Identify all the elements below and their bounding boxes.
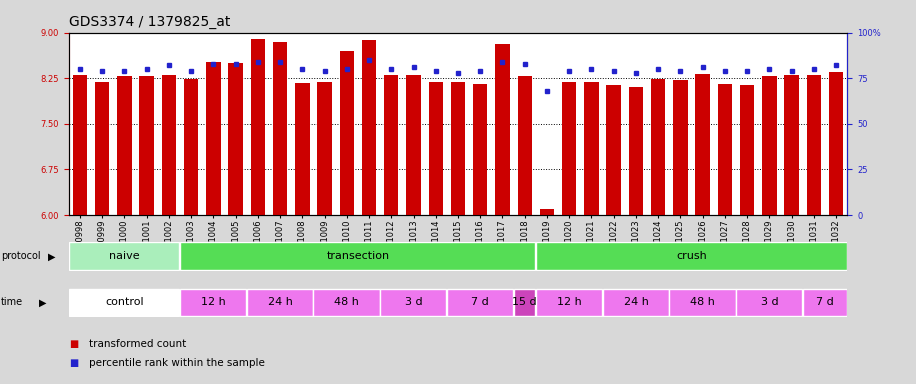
Text: protocol: protocol: [1, 251, 40, 262]
Bar: [139, 76, 154, 215]
Text: ▶: ▶: [48, 251, 55, 262]
Text: ■: ■: [69, 358, 78, 368]
Bar: [540, 209, 554, 215]
Bar: [69, 243, 180, 270]
Text: time: time: [1, 297, 23, 308]
Text: 12 h: 12 h: [201, 297, 225, 308]
Text: 3 d: 3 d: [760, 297, 779, 308]
Bar: [429, 83, 443, 215]
Bar: [514, 289, 536, 316]
Bar: [95, 82, 109, 215]
Bar: [295, 83, 310, 215]
Bar: [802, 289, 847, 316]
Text: 12 h: 12 h: [557, 297, 582, 308]
Bar: [784, 75, 799, 215]
Bar: [536, 289, 602, 316]
Bar: [518, 76, 532, 215]
Bar: [228, 63, 243, 215]
Text: percentile rank within the sample: percentile rank within the sample: [89, 358, 265, 368]
Bar: [251, 39, 265, 215]
Bar: [273, 42, 288, 215]
Text: 48 h: 48 h: [334, 297, 359, 308]
Bar: [117, 76, 132, 215]
Bar: [340, 51, 354, 215]
Bar: [447, 289, 513, 316]
Text: transection: transection: [326, 251, 389, 262]
Bar: [718, 84, 732, 215]
Bar: [384, 75, 398, 215]
Bar: [562, 82, 576, 215]
Text: 7 d: 7 d: [816, 297, 834, 308]
Bar: [317, 82, 332, 215]
Bar: [362, 40, 376, 215]
Bar: [407, 74, 420, 215]
Bar: [673, 80, 688, 215]
Bar: [313, 289, 380, 316]
Bar: [762, 76, 777, 215]
Text: crush: crush: [676, 251, 707, 262]
Bar: [180, 289, 246, 316]
Bar: [606, 85, 621, 215]
Bar: [246, 289, 313, 316]
Bar: [603, 289, 669, 316]
Bar: [72, 75, 87, 215]
Bar: [807, 74, 821, 215]
Text: ▶: ▶: [38, 297, 46, 308]
Bar: [184, 79, 198, 215]
Text: GDS3374 / 1379825_at: GDS3374 / 1379825_at: [69, 15, 230, 29]
Bar: [584, 83, 599, 215]
Bar: [695, 74, 710, 215]
Bar: [206, 62, 221, 215]
Bar: [473, 84, 487, 215]
Bar: [670, 289, 736, 316]
Text: transformed count: transformed count: [89, 339, 186, 349]
Bar: [536, 243, 847, 270]
Bar: [180, 243, 536, 270]
Bar: [496, 44, 509, 215]
Bar: [829, 72, 844, 215]
Text: 3 d: 3 d: [405, 297, 422, 308]
Text: control: control: [105, 297, 144, 308]
Text: 7 d: 7 d: [472, 297, 489, 308]
Bar: [651, 79, 665, 215]
Bar: [451, 82, 465, 215]
Bar: [628, 87, 643, 215]
Text: 48 h: 48 h: [691, 297, 715, 308]
Bar: [161, 74, 176, 215]
Text: naive: naive: [109, 251, 139, 262]
Text: 24 h: 24 h: [267, 297, 292, 308]
Text: 24 h: 24 h: [624, 297, 649, 308]
Bar: [740, 85, 755, 215]
Text: ■: ■: [69, 339, 78, 349]
Bar: [380, 289, 446, 316]
Bar: [69, 289, 180, 316]
Bar: [736, 289, 802, 316]
Text: 15 d: 15 d: [512, 297, 537, 308]
